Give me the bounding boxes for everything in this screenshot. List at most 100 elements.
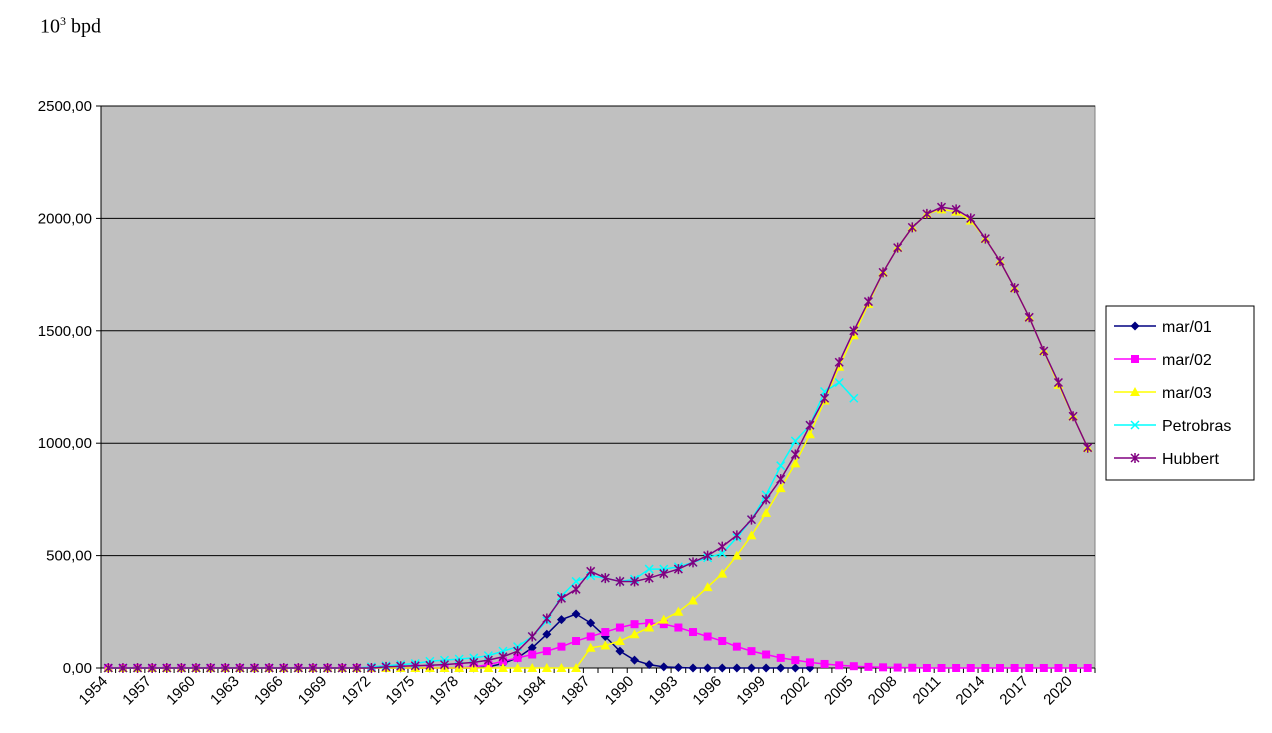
data-point <box>630 655 640 665</box>
x-tick-label: 1978 <box>426 673 462 709</box>
data-point <box>761 494 771 505</box>
data-point <box>176 663 186 673</box>
data-point <box>497 663 508 672</box>
x-tick-label: 2014 <box>953 673 989 709</box>
plot-area <box>100 105 1096 669</box>
data-point <box>571 663 582 672</box>
data-point <box>614 636 625 646</box>
data-point <box>1083 664 1092 672</box>
data-point <box>527 663 538 672</box>
data-point <box>952 664 961 672</box>
data-point <box>483 663 494 672</box>
data-point <box>717 541 727 552</box>
data-point <box>103 663 113 673</box>
data-point <box>600 640 611 650</box>
data-point <box>147 663 157 673</box>
x-tick-label: 1975 <box>382 673 418 709</box>
y-tick-label: 500,00 <box>46 548 92 565</box>
data-point <box>629 629 640 639</box>
data-point <box>790 458 801 468</box>
data-point <box>206 663 216 673</box>
x-tick-label: 2005 <box>821 673 857 709</box>
data-point <box>541 663 552 672</box>
data-point <box>703 550 713 561</box>
data-point <box>586 618 596 628</box>
data-point <box>746 663 756 673</box>
data-point <box>732 663 742 673</box>
data-point <box>572 637 581 646</box>
data-point <box>717 663 727 673</box>
data-point <box>644 573 654 584</box>
data-point <box>980 233 990 244</box>
x-tick-label: 2008 <box>865 673 901 709</box>
data-point <box>542 613 552 624</box>
data-point <box>732 530 742 541</box>
data-point <box>761 663 771 673</box>
data-point <box>776 653 785 662</box>
data-point <box>644 660 654 670</box>
x-tick-label: 2020 <box>1040 673 1076 709</box>
data-point <box>1130 420 1140 430</box>
data-point <box>732 642 741 651</box>
data-point <box>1024 312 1034 323</box>
legend <box>1105 305 1255 481</box>
x-tick-label: 1966 <box>251 673 287 709</box>
y-tick-label: 1500,00 <box>38 323 92 340</box>
data-point <box>557 642 566 651</box>
data-point <box>1010 664 1019 672</box>
y-tick-label: 2000,00 <box>38 210 92 227</box>
data-point <box>674 623 683 632</box>
data-point <box>264 663 274 673</box>
legend-entry: Petrobras <box>1114 418 1231 435</box>
data-point <box>893 663 902 672</box>
data-point <box>133 663 143 673</box>
y-tick-label: 2500,00 <box>38 98 92 115</box>
data-point <box>235 663 245 673</box>
data-point <box>1025 664 1034 672</box>
data-point <box>834 377 844 388</box>
data-point <box>1130 387 1140 396</box>
x-tick-label: 2002 <box>777 673 813 709</box>
data-point <box>308 663 318 673</box>
x-tick-label: 1957 <box>119 673 155 709</box>
data-point <box>746 514 757 525</box>
data-point <box>630 576 640 587</box>
x-tick-label: 1963 <box>207 673 243 709</box>
data-point <box>878 267 888 278</box>
data-point <box>556 615 566 625</box>
data-point <box>513 653 522 662</box>
data-point <box>396 661 406 672</box>
data-point <box>966 213 976 224</box>
data-point <box>820 386 830 397</box>
data-point <box>849 393 859 403</box>
data-point <box>571 584 581 595</box>
data-point <box>718 637 727 646</box>
data-point <box>249 663 260 673</box>
data-point <box>995 256 1005 267</box>
data-point <box>118 663 128 673</box>
data-point <box>556 593 566 604</box>
legend-entry: mar/03 <box>1114 385 1212 402</box>
legend-label: mar/03 <box>1162 385 1212 402</box>
data-point <box>790 663 800 673</box>
data-point <box>615 576 625 587</box>
data-point <box>805 658 814 667</box>
x-tick-label: 1972 <box>339 673 375 709</box>
data-point <box>1130 453 1140 463</box>
data-point <box>761 507 772 517</box>
data-point <box>849 325 859 336</box>
data-point <box>585 642 596 652</box>
x-tick-label: 1960 <box>163 673 199 709</box>
data-point <box>1069 664 1078 672</box>
data-point <box>220 663 230 673</box>
data-point <box>658 614 669 624</box>
x-tick-label: 2011 <box>910 673 945 708</box>
data-point <box>879 663 888 672</box>
data-point <box>469 657 479 668</box>
data-point <box>439 659 450 670</box>
legend-label: mar/02 <box>1162 352 1212 369</box>
x-tick-label: 1954 <box>76 673 112 709</box>
data-point <box>410 660 420 671</box>
data-point <box>702 582 713 592</box>
data-point <box>542 629 552 639</box>
